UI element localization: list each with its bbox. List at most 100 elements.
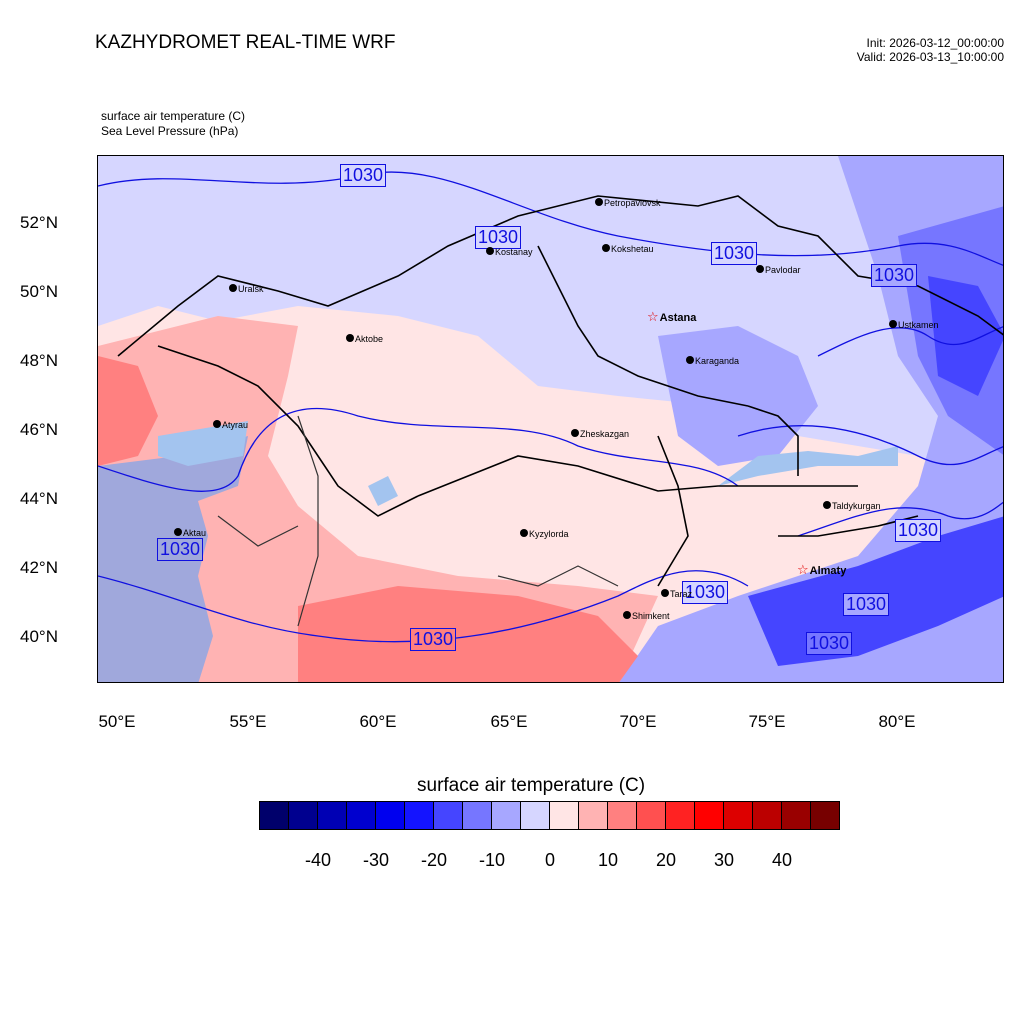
- city-kostanay: Kostanay: [486, 242, 533, 260]
- lon-label: 75°E: [748, 712, 786, 731]
- isobar-label: 1030: [843, 593, 890, 616]
- city-taldykurgan: Taldykurgan: [823, 496, 881, 514]
- lat-label: 52°N: [20, 213, 58, 232]
- colorbar: [259, 801, 840, 830]
- colorbar-title: surface air temperature (C): [417, 775, 646, 796]
- city-label: Karaganda: [695, 356, 740, 366]
- colorbar-label: -30: [362, 850, 390, 870]
- city-zheskazgan: Zheskazgan: [571, 424, 629, 442]
- city-label: Kostanay: [495, 247, 533, 257]
- isobar-label: 1030: [711, 242, 758, 265]
- isobar-label: 1030: [895, 519, 942, 542]
- colorbar-cell: [811, 802, 839, 829]
- valid-time: Valid: 2026-03-13_10:00:00: [856, 50, 1004, 64]
- city-shimkent: Shimkent: [623, 606, 670, 624]
- city-label: Pavlodar: [765, 265, 801, 275]
- city-astana: ☆Astana: [647, 308, 696, 326]
- city-dot-icon: [595, 198, 603, 206]
- city-dot-icon: [889, 320, 897, 328]
- coldest-region-tianshan: [748, 516, 1003, 666]
- lake-balkhash: [718, 446, 898, 486]
- lat-label: 46°N: [20, 420, 58, 439]
- city-dot-icon: [520, 529, 528, 537]
- lon-label: 65°E: [490, 712, 528, 731]
- run-times: Init: 2026-03-12_00:00:00 Valid: 2026-03…: [857, 36, 1004, 64]
- lon-label: 70°E: [619, 712, 657, 731]
- city-atyrau: Atyrau: [213, 415, 248, 433]
- colorbar-cell: [753, 802, 782, 829]
- colorbar-cell: [550, 802, 579, 829]
- city-dot-icon: [486, 247, 494, 255]
- colorbar-label: -20: [420, 850, 448, 870]
- capital-star-icon: ☆: [647, 309, 659, 324]
- lat-label: 44°N: [20, 489, 58, 508]
- cold-region-central: [658, 326, 818, 466]
- city-dot-icon: [623, 611, 631, 619]
- colorbar-label: 10: [597, 850, 619, 870]
- colorbar-cell: [260, 802, 289, 829]
- city-dot-icon: [213, 420, 221, 428]
- colorbar-cell: [724, 802, 753, 829]
- colorbar-label: 40: [771, 850, 793, 870]
- colorbar-cell: [579, 802, 608, 829]
- aral-sea: [368, 476, 398, 506]
- city-pavlodar: Pavlodar: [756, 260, 801, 278]
- city-dot-icon: [756, 265, 764, 273]
- city-label: Zheskazgan: [580, 429, 630, 439]
- colorbar-cell: [521, 802, 550, 829]
- isobar-label: 1030: [157, 538, 204, 561]
- city-label: Almaty: [809, 565, 847, 577]
- city-petropavlovsk: Petropavlovsk: [595, 193, 661, 211]
- colorbar-cell: [376, 802, 405, 829]
- city-label: Astana: [659, 312, 697, 324]
- city-dot-icon: [602, 244, 610, 252]
- city-uralsk: Uralsk: [229, 279, 264, 297]
- city-label: Kyzylorda: [529, 529, 569, 539]
- lon-label: 50°E: [98, 712, 136, 731]
- isobar-label: 1030: [682, 581, 729, 604]
- map-panel: 1030 1030 1030 1030 1030 1030 1030 1030 …: [97, 155, 1004, 683]
- city-taraz: Taraz: [661, 584, 692, 602]
- lat-label: 40°N: [20, 627, 58, 646]
- city-label: Petropavlovsk: [604, 198, 661, 208]
- lat-label: 42°N: [20, 558, 58, 577]
- isobar-label: 1030: [410, 628, 457, 651]
- city-label: Shimkent: [632, 611, 670, 621]
- city-ustkamen: Ustkamen: [889, 315, 939, 333]
- city-dot-icon: [229, 284, 237, 292]
- city-dot-icon: [346, 334, 354, 342]
- city-label: Atyrau: [222, 420, 249, 430]
- colorbar-label: 0: [544, 850, 556, 870]
- national-borders: [217, 415, 619, 627]
- colorbar-label: 20: [655, 850, 677, 870]
- city-dot-icon: [823, 501, 831, 509]
- city-aktau: Aktau: [174, 523, 206, 541]
- city-almaty: ☆Almaty: [797, 561, 846, 579]
- hot-region-west: [98, 356, 158, 466]
- coldest-region-altai: [928, 276, 1003, 396]
- colorbar-cell: [347, 802, 376, 829]
- colorbar-cell: [637, 802, 666, 829]
- city-label: Ustkamen: [898, 320, 939, 330]
- lat-label: 50°N: [20, 282, 58, 301]
- lon-label: 60°E: [359, 712, 397, 731]
- city-aktobe: Aktobe: [346, 329, 383, 347]
- lon-label: 55°E: [229, 712, 267, 731]
- isobar-label: 1030: [806, 632, 853, 655]
- colorbar-cell: [318, 802, 347, 829]
- colorbar-cell: [492, 802, 521, 829]
- city-dot-icon: [661, 589, 669, 597]
- city-label: Taldykurgan: [832, 501, 881, 511]
- lat-label: 48°N: [20, 351, 58, 370]
- colorbar-cell: [782, 802, 811, 829]
- city-kyzylorda: Kyzylorda: [520, 524, 569, 542]
- subtitle-pressure: Sea Level Pressure (hPa): [101, 124, 239, 138]
- colorbar-cell: [289, 802, 318, 829]
- city-karaganda: Karaganda: [686, 351, 739, 369]
- colorbar-label: 30: [713, 850, 735, 870]
- colorbar-cell: [695, 802, 724, 829]
- north-caspian: [158, 421, 248, 466]
- isobar-label: 1030: [871, 264, 918, 287]
- chart-title: KAZHYDROMET REAL-TIME WRF: [95, 32, 396, 53]
- colorbar-cell: [434, 802, 463, 829]
